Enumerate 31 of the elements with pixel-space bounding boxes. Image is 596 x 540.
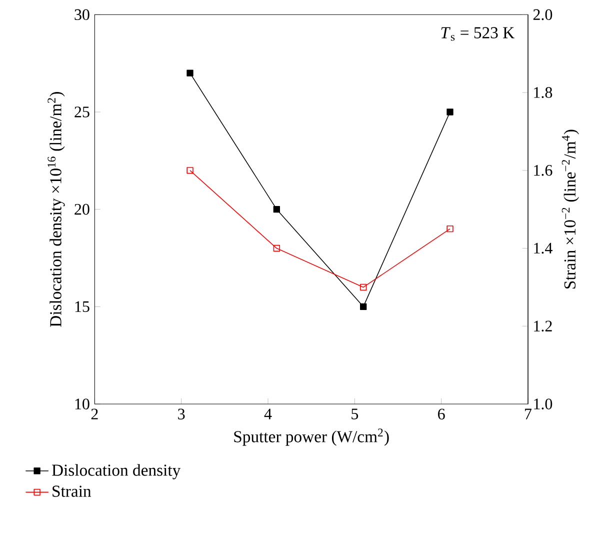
y2-axis-title: Strain ×10$^{−2}$ (line$^{−2}$/m$^{4}$)	[562, 130, 579, 289]
x-tick-label: 3	[178, 408, 185, 420]
y-axis-title: Dislocation density ×10$^{16}$ (line/m$^{2}$)	[48, 92, 65, 327]
point	[360, 303, 367, 310]
x-tick-label: 5	[352, 408, 358, 420]
point	[273, 244, 280, 252]
y2-tick-label: 1.8	[534, 87, 552, 98]
legend-label: Strain	[52, 486, 92, 497]
y-tick-label: 20	[74, 204, 90, 215]
y2-tick-label: 1.2	[534, 320, 552, 332]
y-tick-label: 15	[75, 301, 90, 312]
y-tick-label: 10	[75, 398, 90, 410]
annotation: T$_{s}$ = 523 K	[441, 27, 514, 41]
y2-tick-label: 1.0	[534, 398, 552, 410]
y2-tick-label: 1.4	[534, 242, 552, 254]
x-axis-title: Sputter power (W/cm$^{2}$)	[234, 428, 389, 446]
point	[446, 225, 454, 232]
y-tick-label: 25	[74, 106, 90, 118]
point	[186, 70, 194, 76]
y2-tick-label: 2.0	[533, 9, 552, 20]
point	[186, 167, 194, 174]
x-tick-label: 2	[91, 408, 98, 420]
legend-label: Dislocation density	[52, 464, 181, 480]
x-tick-label: 7	[525, 408, 532, 420]
point	[446, 108, 454, 116]
x-tick-label: 6	[438, 408, 445, 420]
y-tick-label: 30	[74, 9, 90, 20]
y2-tick-label: 1.6	[534, 164, 552, 176]
point	[273, 206, 280, 213]
x-tick-label: 4	[264, 408, 272, 420]
point	[360, 284, 367, 291]
